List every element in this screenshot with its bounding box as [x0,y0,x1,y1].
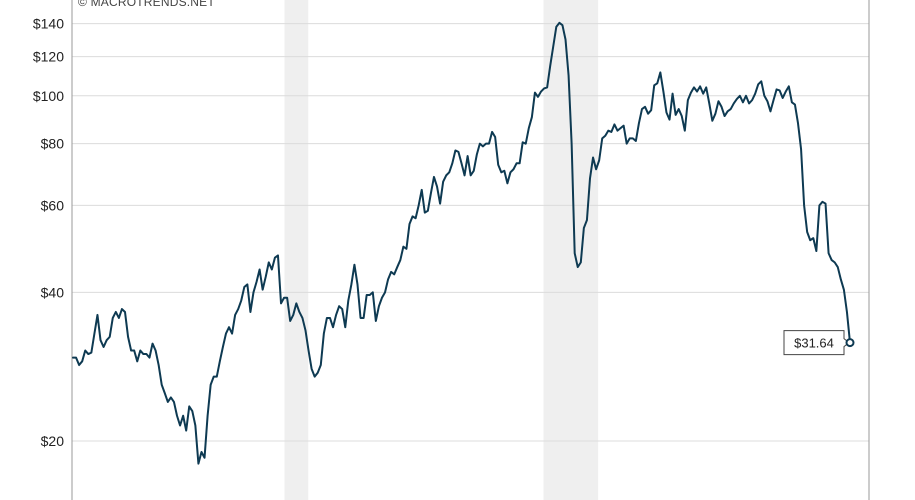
y-tick-label-40: $40 [41,284,65,300]
last-price-marker[interactable] [845,338,855,348]
recession-band-2 [543,0,599,500]
y-tick-label-80: $80 [41,136,65,152]
y-tick-label-120: $120 [33,49,64,65]
y-tick-label-140: $140 [33,16,64,32]
last-price-label: $31.64 [794,336,834,351]
y-tick-label-100: $100 [33,88,64,104]
y-tick-labels: $20 $40 $60 $80 $100 $120 $140 [33,16,64,449]
y-tick-label-60: $60 [41,197,65,213]
y-gridlines [72,23,869,442]
last-price-callout[interactable]: $31.64 [783,330,850,356]
watermark-credit: © MACROTRENDS.NET [78,0,215,9]
recession-shading [284,0,599,500]
y-tick-label-20: $20 [41,433,65,449]
recession-band-1 [284,0,309,500]
plot-frame [71,0,870,500]
price-series-line[interactable] [72,21,851,465]
